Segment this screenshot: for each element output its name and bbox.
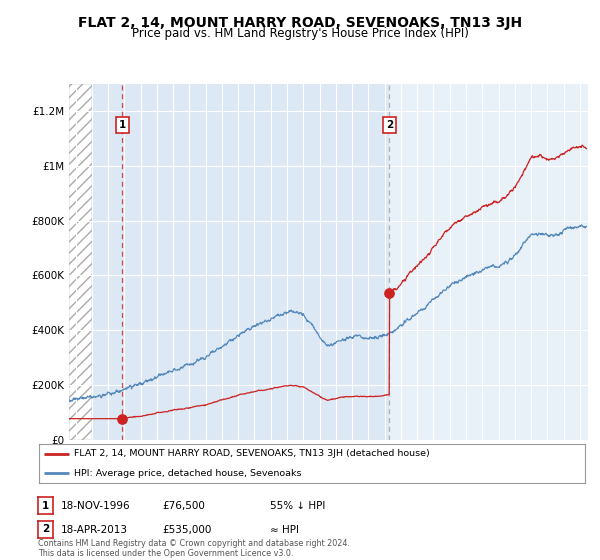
Text: HPI: Average price, detached house, Sevenoaks: HPI: Average price, detached house, Seve… (74, 469, 302, 478)
Text: £76,500: £76,500 (162, 501, 205, 511)
Point (118, 414, 127, 423)
Text: Contains HM Land Registry data © Crown copyright and database right 2024.
This d: Contains HM Land Registry data © Crown c… (38, 539, 350, 558)
Text: £535,000: £535,000 (162, 525, 211, 535)
Text: FLAT 2, 14, MOUNT HARRY ROAD, SEVENOAKS, TN13 3JH: FLAT 2, 14, MOUNT HARRY ROAD, SEVENOAKS,… (78, 16, 522, 30)
Text: 55% ↓ HPI: 55% ↓ HPI (270, 501, 325, 511)
Text: 2: 2 (386, 120, 393, 130)
Text: 18-NOV-1996: 18-NOV-1996 (61, 501, 131, 511)
Text: 1: 1 (119, 120, 126, 130)
Bar (92, 84, 389, 440)
Text: 2: 2 (42, 524, 49, 534)
Text: 1: 1 (42, 501, 49, 511)
Text: 18-APR-2013: 18-APR-2013 (61, 525, 128, 535)
Point (385, 289, 394, 298)
Text: Price paid vs. HM Land Registry's House Price Index (HPI): Price paid vs. HM Land Registry's House … (131, 27, 469, 40)
Text: ≈ HPI: ≈ HPI (270, 525, 299, 535)
Bar (69, 84, 92, 440)
Text: FLAT 2, 14, MOUNT HARRY ROAD, SEVENOAKS, TN13 3JH (detached house): FLAT 2, 14, MOUNT HARRY ROAD, SEVENOAKS,… (74, 449, 430, 458)
